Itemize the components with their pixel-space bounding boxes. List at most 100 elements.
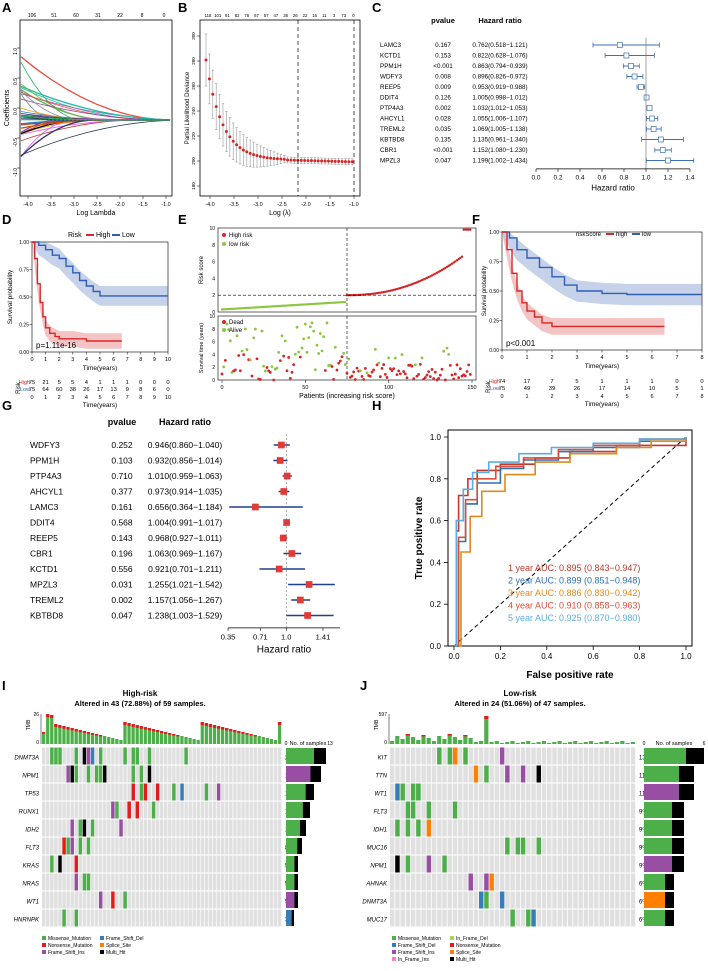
oncoplot-cell	[609, 873, 615, 891]
tmb-bar	[505, 742, 510, 744]
oncoplot-cell	[151, 891, 156, 909]
survival-point	[342, 351, 346, 355]
forest-hr-box	[276, 457, 284, 464]
tmb-bar	[557, 741, 562, 744]
tmb-bar-segment	[127, 723, 131, 726]
oncoplot-cell	[151, 837, 156, 855]
risk-count-low: 39	[549, 386, 555, 392]
oncoplot-mutation	[520, 837, 526, 855]
forest-gene-label: LAMC3	[380, 42, 401, 49]
oncoplot-mutation	[123, 747, 127, 765]
oncoplot-cell	[547, 801, 552, 819]
oncoplot-cell	[599, 891, 604, 909]
oncoplot-cell	[505, 891, 510, 909]
oncoplot-cell	[562, 819, 568, 837]
y-tick-label: 300	[191, 32, 196, 40]
legend-swatch	[392, 957, 396, 961]
oncoplot-mutation	[216, 783, 221, 801]
oncoplot-cell	[562, 873, 568, 891]
oncoplot-cell	[66, 783, 70, 801]
oncoplot-cell	[557, 909, 562, 927]
oncoplot-cell	[184, 873, 188, 891]
oncoplot-cell	[249, 909, 253, 927]
oncoplot-cell	[147, 837, 152, 855]
oncoplot-cell	[531, 765, 536, 783]
oncoplot-cell	[484, 909, 489, 927]
oncoplot-cell	[139, 819, 144, 837]
oncoplot-cell	[78, 909, 83, 927]
survival-point	[445, 346, 449, 350]
risk-count-high: 5	[575, 379, 578, 385]
oncoplot-cell	[257, 855, 262, 873]
survival-point	[428, 375, 432, 378]
oncoplot-cell	[630, 819, 636, 837]
oncoplot-cell	[94, 837, 99, 855]
forest-hr-box	[252, 503, 259, 511]
oncoplot-cell	[494, 801, 500, 819]
survival-point	[255, 357, 259, 361]
oncoplot-cell	[615, 873, 620, 891]
oncoplot-cell	[426, 765, 432, 783]
oncoplot-cell	[200, 801, 205, 819]
oncoplot-cell	[505, 747, 510, 765]
survival-point	[365, 371, 369, 375]
oncoplot-cell	[70, 891, 74, 909]
risk-count-high: 0	[139, 380, 142, 386]
roc-curve-3-year	[454, 437, 687, 647]
tmb-bar-segment	[233, 730, 237, 733]
oncoplot-cell	[82, 801, 87, 819]
oncoplot-cell	[184, 855, 188, 873]
oncoplot-cell	[98, 855, 103, 873]
oncoplot-cell	[277, 891, 282, 909]
survival-point	[223, 358, 227, 362]
oncoplot-cell	[269, 837, 274, 855]
survival-point	[228, 339, 232, 343]
oncoplot-mutation	[499, 747, 505, 765]
risk-count-low: 0	[166, 387, 169, 393]
oncoplot-cell	[42, 873, 46, 891]
tmb-bar	[151, 729, 156, 744]
oncoplot-cell	[220, 855, 225, 873]
oncoplot-mutation	[86, 765, 91, 783]
panel-label-j: J	[360, 678, 367, 693]
oncoplot-cell	[220, 765, 225, 783]
survival-point	[245, 348, 249, 351]
oncoplot-cell	[567, 891, 573, 909]
survival-point	[425, 373, 429, 377]
oncoplot-cell	[269, 855, 274, 873]
risk-row-low-label: Low	[20, 387, 30, 393]
oncoplot-mutation	[78, 837, 83, 855]
roc-x-tick-label: 1.0	[680, 652, 692, 661]
oncoplot-cell	[103, 873, 107, 891]
oncoplot-cell	[552, 765, 557, 783]
oncoplot-cell	[458, 909, 463, 927]
oncoplot-cell	[94, 747, 99, 765]
survival-point	[308, 325, 312, 329]
oncoplot-cell	[541, 837, 547, 855]
survival-point	[270, 365, 274, 369]
oncoplot-cell	[583, 747, 589, 765]
deviance-point	[286, 158, 290, 162]
survival-point	[467, 363, 471, 367]
oncoplot-cell	[164, 837, 168, 855]
deviance-point	[252, 153, 256, 157]
oncoplot-cell	[390, 873, 395, 891]
sample-count-bar-multi	[672, 856, 684, 872]
forest-x-tick-label: 1.2	[663, 174, 672, 181]
samples-min: 0	[285, 741, 288, 747]
oncoplot-legend-label: Splice_Site	[106, 943, 131, 949]
oncoplot-cell	[58, 801, 62, 819]
oncoplot-cell	[405, 747, 411, 765]
oncoplot-mutation	[484, 765, 489, 783]
survival-point	[262, 364, 266, 368]
oncoplot-cell	[184, 891, 188, 909]
oncoplot-cell	[241, 765, 245, 783]
oncoplot-cell	[204, 891, 209, 909]
oncoplot-cell	[180, 747, 184, 765]
oncoplot-cell	[115, 855, 119, 873]
oncoplot-cell	[583, 855, 589, 873]
y-tick-label: -0.5	[13, 138, 19, 147]
oncoplot-cell	[111, 909, 115, 927]
oncoplot-cell	[180, 891, 184, 909]
